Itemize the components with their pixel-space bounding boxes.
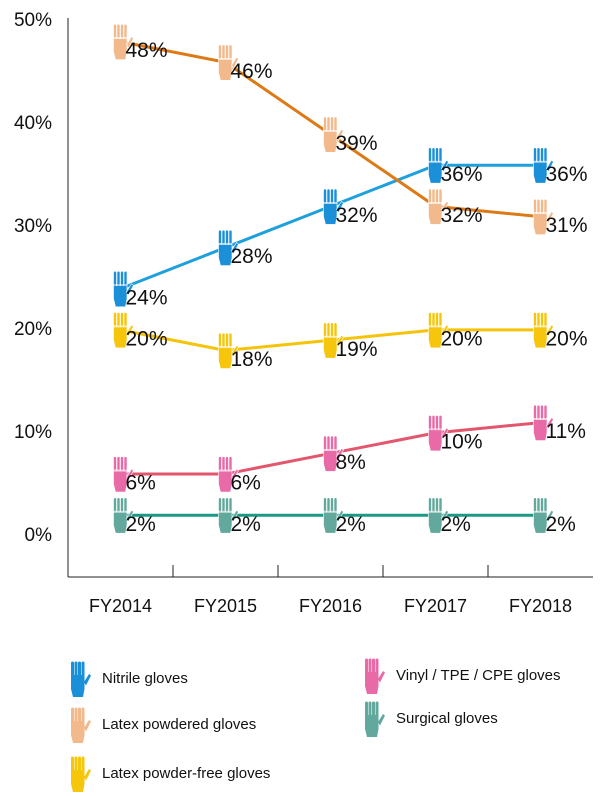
data-label: 2% xyxy=(546,513,576,536)
point-marker xyxy=(428,188,449,225)
point-marker xyxy=(533,147,554,184)
data-label: 46% xyxy=(231,60,273,83)
data-label: 8% xyxy=(336,451,366,474)
point-marker xyxy=(218,44,239,81)
data-label: 32% xyxy=(336,204,378,227)
data-label: 36% xyxy=(441,163,483,186)
data-label: 24% xyxy=(126,286,168,309)
data-label: 2% xyxy=(231,513,261,536)
x-tick-label: FY2018 xyxy=(509,596,572,616)
data-label: 11% xyxy=(546,420,586,443)
point-marker xyxy=(113,312,134,349)
data-label: 10% xyxy=(441,430,483,453)
data-label: 39% xyxy=(336,132,378,155)
x-tick-label: FY2016 xyxy=(299,596,362,616)
x-tick-label: FY2015 xyxy=(194,596,257,616)
y-tick-label: 40% xyxy=(14,113,52,134)
point-marker xyxy=(428,312,449,349)
legend-marker xyxy=(365,701,385,737)
y-tick-label: 10% xyxy=(14,422,52,443)
legend-label: Latex powdered gloves xyxy=(102,716,256,733)
point-marker xyxy=(533,404,554,441)
point-marker xyxy=(323,322,344,359)
data-label: 2% xyxy=(441,513,471,536)
legend-marker xyxy=(71,756,91,792)
data-label: 2% xyxy=(126,513,156,536)
legend-label: Vinyl / TPE / CPE gloves xyxy=(396,667,561,684)
point-marker xyxy=(428,147,449,184)
data-label: 6% xyxy=(231,472,261,495)
legend-label: Latex powder-free gloves xyxy=(102,765,270,782)
point-marker xyxy=(113,497,134,534)
point-marker xyxy=(113,23,134,60)
legend-marker xyxy=(71,661,91,697)
data-label: 6% xyxy=(126,472,156,495)
data-label: 28% xyxy=(231,245,273,268)
data-label: 20% xyxy=(441,327,483,350)
point-marker xyxy=(323,116,344,153)
data-label: 20% xyxy=(126,327,168,350)
point-marker xyxy=(533,312,554,349)
legend-label: Surgical gloves xyxy=(396,710,498,727)
legend-marker xyxy=(71,707,91,743)
y-tick-label: 50% xyxy=(14,10,52,31)
data-label: 36% xyxy=(546,163,588,186)
y-tick-label: 20% xyxy=(14,319,52,340)
data-label: 32% xyxy=(441,204,483,227)
x-tick-label: FY2017 xyxy=(404,596,467,616)
data-label: 2% xyxy=(336,513,366,536)
data-label: 20% xyxy=(546,327,588,350)
point-marker xyxy=(218,456,239,493)
point-marker xyxy=(323,188,344,225)
data-label: 48% xyxy=(126,39,168,62)
point-marker xyxy=(113,271,134,308)
point-marker xyxy=(533,497,554,534)
data-label: 19% xyxy=(336,338,378,361)
data-label: 18% xyxy=(231,348,273,371)
point-marker xyxy=(428,415,449,452)
y-tick-label: 30% xyxy=(14,216,52,237)
point-marker xyxy=(428,497,449,534)
legend-label: Nitrile gloves xyxy=(102,670,188,687)
point-marker xyxy=(323,497,344,534)
data-label: 31% xyxy=(546,214,588,237)
point-marker xyxy=(218,229,239,266)
point-marker xyxy=(218,332,239,369)
point-marker xyxy=(533,198,554,235)
legend-marker xyxy=(365,658,385,694)
y-tick-label: 0% xyxy=(25,525,53,546)
point-marker xyxy=(218,497,239,534)
point-marker xyxy=(113,456,134,493)
point-marker xyxy=(323,435,344,472)
x-tick-label: FY2014 xyxy=(89,596,152,616)
